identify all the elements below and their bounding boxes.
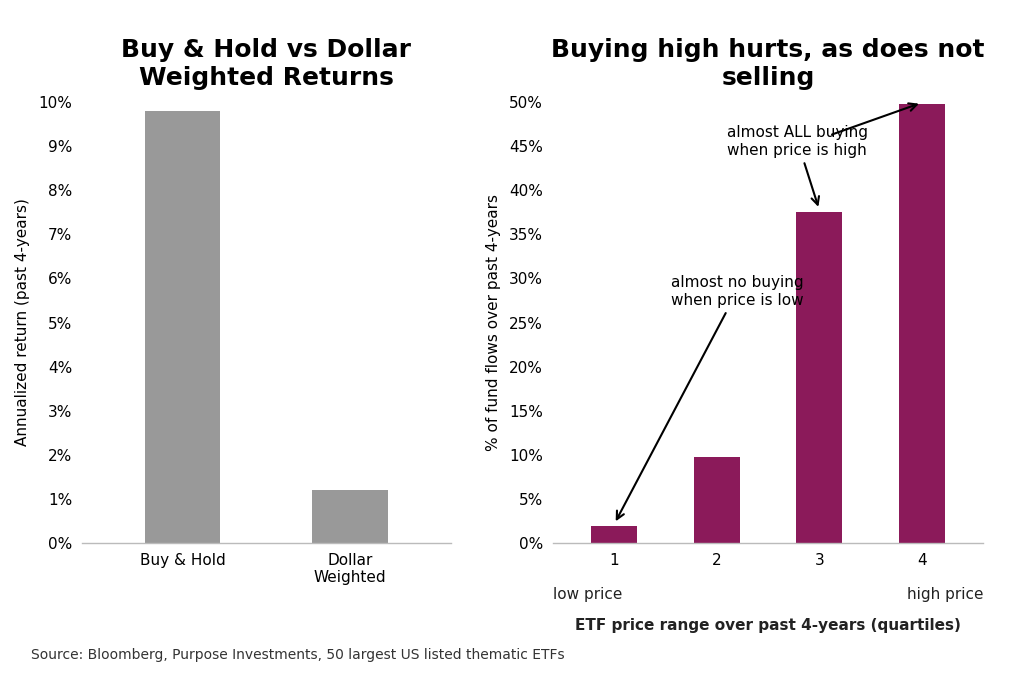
Y-axis label: % of fund flows over past 4-years: % of fund flows over past 4-years [486, 194, 501, 451]
Text: ETF price range over past 4-years (quartiles): ETF price range over past 4-years (quart… [575, 618, 961, 634]
Y-axis label: Annualized return (past 4-years): Annualized return (past 4-years) [15, 198, 30, 447]
Text: almost ALL buying
when price is high: almost ALL buying when price is high [727, 126, 868, 204]
Title: Buying high hurts, as does not
selling: Buying high hurts, as does not selling [551, 39, 985, 90]
Bar [694, 457, 739, 543]
Bar [144, 111, 220, 543]
Text: low price: low price [553, 587, 623, 602]
Bar [592, 526, 637, 543]
Bar [899, 104, 944, 543]
Text: Source: Bloomberg, Purpose Investments, 50 largest US listed thematic ETFs: Source: Bloomberg, Purpose Investments, … [31, 648, 564, 662]
Bar [312, 490, 388, 543]
Title: Buy & Hold vs Dollar
Weighted Returns: Buy & Hold vs Dollar Weighted Returns [121, 39, 412, 90]
Bar [797, 212, 842, 543]
Text: almost no buying
when price is low: almost no buying when price is low [616, 276, 804, 519]
Text: high price: high price [906, 587, 983, 602]
